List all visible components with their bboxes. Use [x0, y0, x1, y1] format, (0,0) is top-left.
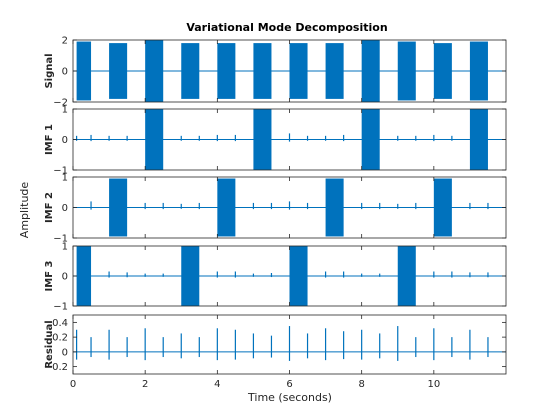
burst-12 — [469, 41, 488, 101]
y-tick-label: −1 — [53, 234, 68, 245]
burst-3 — [325, 178, 344, 237]
y-tick-label: −1 — [53, 166, 68, 177]
y-tick-label: 1 — [62, 173, 68, 184]
burst-5 — [217, 43, 236, 99]
subplot-stack: −2 0 2 Signal −1 0 1 IMF 1 −1 0 1 IMF 2 −1 0 1 IMF 3 −0.… — [44, 36, 507, 390]
burst-10 — [397, 41, 416, 101]
burst-3 — [145, 40, 164, 102]
y-tick-label: −2 — [53, 98, 68, 109]
x-tick-label: 0 — [70, 379, 76, 390]
burst-2 — [217, 178, 236, 237]
panel-y-label: Signal — [44, 53, 55, 88]
x-tick-label: 10 — [427, 379, 440, 390]
panel-y-label: IMF 1 — [44, 124, 55, 155]
panel-y-label: IMF 3 — [44, 260, 55, 291]
subplot-imf-3: −1 0 1 IMF 3 — [44, 242, 507, 313]
y-tick-label: 0 — [62, 67, 68, 78]
x-tick-label: 8 — [358, 379, 364, 390]
y-tick-label: 0 — [62, 135, 68, 146]
burst-1 — [109, 178, 128, 237]
y-tick-label: 1 — [62, 242, 68, 253]
burst-1 — [76, 246, 92, 306]
burst-1 — [76, 41, 92, 101]
burst-2 — [253, 109, 272, 170]
burst-4 — [433, 178, 452, 237]
burst-2 — [109, 43, 128, 99]
x-tick-label: 4 — [214, 379, 220, 390]
burst-4 — [397, 246, 416, 306]
y-tick-label: −1 — [53, 302, 68, 313]
burst-1 — [145, 109, 164, 170]
burst-2 — [181, 246, 200, 306]
burst-11 — [433, 43, 452, 99]
panel-y-label: IMF 2 — [44, 192, 55, 223]
common-x-axis-label: Time (seconds) — [247, 391, 332, 404]
burst-4 — [181, 43, 200, 99]
subplot-imf-2: −1 0 1 IMF 2 — [44, 173, 507, 245]
y-tick-label: 0 — [62, 203, 68, 214]
y-tick-label: 0.2 — [52, 333, 68, 344]
y-tick-label: 2 — [62, 36, 68, 47]
burst-7 — [289, 43, 308, 99]
burst-6 — [253, 43, 272, 99]
burst-3 — [361, 109, 380, 170]
y-tick-label: −0.2 — [44, 362, 68, 373]
y-tick-label: 1 — [62, 105, 68, 116]
x-tick-label: 6 — [286, 379, 292, 390]
common-y-axis-label: Amplitude — [18, 182, 31, 239]
x-tick-label: 2 — [142, 379, 148, 390]
y-tick-label: 0 — [62, 272, 68, 283]
subplot-imf-1: −1 0 1 IMF 1 — [44, 105, 507, 177]
burst-3 — [289, 246, 308, 306]
burst-8 — [325, 43, 344, 99]
y-tick-label: 0.4 — [52, 318, 68, 329]
figure-title: Variational Mode Decomposition — [186, 21, 387, 34]
burst-4 — [469, 109, 488, 170]
y-tick-label: 0 — [62, 347, 68, 358]
subplot-signal: −2 0 2 Signal — [44, 36, 507, 109]
burst-9 — [361, 40, 380, 102]
panel-y-label: Residual — [44, 320, 55, 368]
